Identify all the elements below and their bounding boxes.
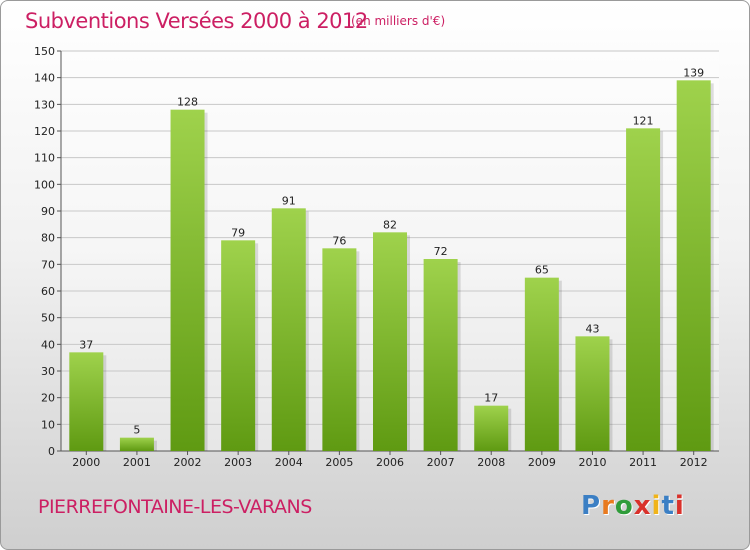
bar (626, 128, 661, 451)
y-tick-label: 10 (41, 418, 55, 431)
logo-letter: i (674, 491, 685, 521)
chart-subtitle: (en milliers d'€) (351, 14, 446, 28)
y-tick-label: 40 (41, 338, 55, 351)
logo-letter: i (651, 491, 662, 521)
bar (676, 80, 711, 451)
y-tick-label: 0 (48, 445, 55, 458)
x-tick-label: 2006 (376, 456, 404, 469)
y-tick-label: 100 (34, 178, 55, 191)
bar-value-label: 72 (434, 245, 448, 258)
x-tick-label: 2005 (325, 456, 353, 469)
bar (221, 240, 256, 451)
bar-value-label: 65 (535, 264, 549, 277)
bar-value-label: 37 (79, 338, 93, 351)
x-tick-label: 2010 (578, 456, 606, 469)
bar (524, 277, 559, 451)
logo-letter: P (581, 491, 602, 521)
logo-letter: x (633, 491, 652, 521)
y-tick-label: 110 (34, 152, 55, 165)
y-tick-label: 60 (41, 285, 55, 298)
y-tick-label: 120 (34, 125, 55, 138)
bar (69, 352, 104, 451)
bar-value-label: 91 (282, 194, 296, 207)
commune-name: PIERREFONTAINE-LES-VARANS (38, 496, 312, 518)
bar (423, 259, 458, 451)
y-tick-label: 140 (34, 72, 55, 85)
y-tick-label: 50 (41, 312, 55, 325)
logo-letter: r (601, 491, 615, 521)
x-tick-label: 2007 (427, 456, 455, 469)
x-tick-label: 2009 (528, 456, 556, 469)
bar-value-label: 82 (383, 218, 397, 231)
bar-value-label: 5 (133, 424, 140, 437)
bar-value-label: 139 (683, 66, 704, 79)
x-tick-label: 2011 (629, 456, 657, 469)
x-tick-label: 2001 (123, 456, 151, 469)
x-tick-label: 2003 (224, 456, 252, 469)
logo-letter: t (661, 491, 675, 521)
bar (575, 336, 610, 451)
bar-value-label: 128 (177, 96, 198, 109)
chart-title: Subventions Versées 2000 à 2012 (25, 9, 368, 33)
bar (322, 248, 357, 451)
y-tick-label: 70 (41, 258, 55, 271)
bar-value-label: 43 (585, 322, 599, 335)
x-tick-label: 2000 (72, 456, 100, 469)
bar-value-label: 76 (332, 234, 346, 247)
logo-letter: o (614, 491, 634, 521)
bar (373, 232, 407, 451)
y-tick-label: 30 (41, 365, 55, 378)
bar (119, 437, 154, 451)
proxiti-logo: Proxiti (581, 491, 685, 521)
y-tick-label: 90 (41, 205, 55, 218)
x-tick-label: 2002 (174, 456, 202, 469)
y-tick-label: 130 (34, 98, 55, 111)
bar-value-label: 79 (231, 226, 245, 239)
y-tick-label: 80 (41, 232, 55, 245)
y-tick-label: 20 (41, 392, 55, 405)
bar-value-label: 121 (633, 114, 654, 127)
bar (170, 109, 205, 452)
bar-value-label: 17 (484, 392, 498, 405)
x-tick-label: 2008 (477, 456, 505, 469)
bar (271, 208, 306, 451)
bar (474, 405, 509, 451)
y-tick-label: 150 (34, 45, 55, 58)
x-tick-label: 2004 (275, 456, 303, 469)
x-tick-label: 2012 (680, 456, 708, 469)
